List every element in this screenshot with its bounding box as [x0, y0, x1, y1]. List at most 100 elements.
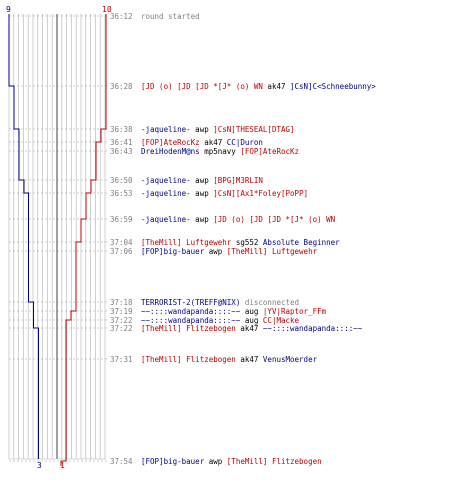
event-row: 36:12 round started [110, 12, 200, 21]
event-message-part: ~~::::wandapanda::::~~ [141, 307, 241, 316]
event-message-part: [FOP]big-bauer [141, 247, 205, 256]
event-message-part: ~~::::wandapanda::::~~ [141, 316, 241, 325]
blue-team-step-line [8, 14, 39, 459]
event-message: [FOP]AteRocKz ak47 CC|Duron [141, 138, 263, 147]
event-row: 36:53 -jaqueline- awp ]CsN][Ax1*Foley[PoP… [110, 189, 308, 198]
event-row: 36:59 -jaqueline- awp [JD (o) [JD [JD *[J… [110, 215, 335, 224]
event-time: 36:50 [110, 176, 133, 185]
event-message: [FOP]big-bauer awp [TheMill] Luftgewehr [141, 247, 318, 256]
event-time: 36:53 [110, 189, 133, 198]
event-message-part: -jaqueline- [141, 125, 191, 134]
event-message-part: awp [191, 215, 214, 224]
event-message-part: CC|Duron [227, 138, 263, 147]
event-message-part: mp5navy [200, 147, 241, 156]
event-message-part: awp [191, 125, 214, 134]
event-message-part: [TheMill] Luftgewehr [227, 247, 318, 256]
event-time: 37:04 [110, 238, 133, 247]
event-time: 36:28 [110, 82, 133, 91]
event-message-part: ~~::::wandapanda::::~~ [263, 324, 363, 333]
team-step-lines [8, 14, 107, 466]
event-row: 37:06 [FOP]big-bauer awp [TheMill] Luftge… [110, 247, 318, 256]
event-row: 36:41 [FOP]AteRocKz ak47 CC|Duron [110, 138, 263, 147]
blue-team-end-count: 3 [37, 461, 42, 470]
event-message: [TheMill] Flitzebogen ak47 ~~::::wandapa… [141, 324, 363, 333]
event-message-part: [TheMill] Flitzebogen [141, 324, 236, 333]
event-time: 37:22 [110, 316, 133, 325]
event-row: 36:28 [JD (o) [JD [JD *[J* (o) WN ak47 ]C… [110, 82, 376, 91]
event-message: round started [141, 12, 200, 21]
event-message-part: -jaqueline- [141, 176, 191, 185]
event-message: -jaqueline- awp [JD (o) [JD [JD *[J* (o)… [141, 215, 335, 224]
event-message-part: [JD (o) [JD [JD *[J* (o) WN [141, 82, 263, 91]
event-message: [TheMill] Luftgewehr sg552 Absolute Begi… [141, 238, 340, 247]
event-message-part: [FOP]AteRocKz [240, 147, 299, 156]
event-message: [FOP]big-bauer awp [TheMill] Flitzebogen [141, 457, 322, 466]
event-time: 36:38 [110, 125, 133, 134]
event-log: 36:12 round started 36:28 [JD (o) [JD [JD *… [110, 12, 376, 466]
event-message: -jaqueline- awp ]CsN][Ax1*Foley[PoPP] [141, 189, 308, 198]
event-time: 36:59 [110, 215, 133, 224]
event-message-part: -jaqueline- [141, 215, 191, 224]
event-message: DreiHodenM@ns mp5navy [FOP]AteRocKz [141, 147, 299, 156]
event-row: 37:18 TERRORIST-2(TREFF@NIX) disconnected [110, 298, 299, 307]
event-time: 37:22 [110, 324, 133, 333]
event-message-part: [TheMill] Flitzebogen [227, 457, 322, 466]
event-row: 36:38 -jaqueline- awp ]CsN]THESEAL[DTAG] [110, 125, 295, 134]
event-row: 37:19 ~~::::wandapanda::::~~ aug |YV|Rapt… [110, 307, 327, 316]
event-message-part: [FOP]AteRocKz [141, 138, 200, 147]
team-grid [8, 14, 106, 460]
event-message-part: ak47 [200, 138, 227, 147]
event-message-part: ak47 [236, 355, 263, 364]
event-time: 37:19 [110, 307, 133, 316]
event-time: 37:06 [110, 247, 133, 256]
event-message-part: DreiHodenM@ns [141, 147, 200, 156]
event-message-part: awp [204, 457, 227, 466]
event-time: 37:31 [110, 355, 133, 364]
event-row: 36:50 -jaqueline- awp [BPG]M3RLIN [110, 176, 263, 185]
red-team-start-count: 10 [102, 5, 112, 14]
event-message-part: Absolute Beginner [263, 238, 340, 247]
event-message-part: -jaqueline- [141, 189, 191, 198]
event-guide-lines [9, 15, 108, 462]
event-message-part: CC|Macke [263, 316, 300, 325]
event-message: ~~::::wandapanda::::~~ aug |YV|Raptor_FF… [141, 307, 327, 316]
blue-team-start-count: 9 [6, 5, 11, 14]
event-message: ~~::::wandapanda::::~~ aug CC|Macke [141, 316, 300, 325]
event-row: 37:22 [TheMill] Flitzebogen ak47 ~~::::wa… [110, 324, 363, 333]
event-message-part: |YV|Raptor_FFm [263, 307, 327, 316]
event-message-part: awp [204, 247, 227, 256]
event-message-part: [FOP]big-bauer [141, 457, 205, 466]
event-message-part: aug [240, 316, 263, 325]
event-row: 36:43 DreiHodenM@ns mp5navy [FOP]AteRocKz [110, 147, 299, 156]
event-message-part: awp [191, 176, 214, 185]
event-message-part: TERRORIST-2(TREFF@NIX) [141, 298, 240, 307]
event-row: 37:31 [TheMill] Flitzebogen ak47 VenusMoe… [110, 355, 318, 364]
event-message-part: ak47 [236, 324, 263, 333]
event-time: 36:43 [110, 147, 133, 156]
event-message: [TheMill] Flitzebogen ak47 VenusMoerder [141, 355, 318, 364]
event-row: 37:22 ~~::::wandapanda::::~~ aug CC|Macke [110, 316, 300, 325]
event-message-part: ]CsN][Ax1*Foley[PoPP] [213, 189, 308, 198]
event-time: 36:12 [110, 12, 133, 21]
red-team-end-count: 1 [60, 461, 65, 470]
event-message-part: disconnected [240, 298, 299, 307]
event-message-part: [TheMill] Flitzebogen [141, 355, 236, 364]
event-message: -jaqueline- awp ]CsN]THESEAL[DTAG] [141, 125, 295, 134]
event-message-part: [TheMill] Luftgewehr [141, 238, 232, 247]
event-row: 37:54 [FOP]big-bauer awp [TheMill] Flitze… [110, 457, 322, 466]
event-message: -jaqueline- awp [BPG]M3RLIN [141, 176, 263, 185]
event-message-part: round started [141, 12, 200, 21]
event-message-part: [JD (o) [JD [JD *[J* (o) WN [213, 215, 335, 224]
event-time: 36:41 [110, 138, 133, 147]
event-message-part: VenusMoerder [263, 355, 318, 364]
event-message-part: sg552 [231, 238, 263, 247]
event-message-part: [BPG]M3RLIN [213, 176, 263, 185]
event-message: [JD (o) [JD [JD *[J* (o) WN ak47 ]CsN]C<… [141, 82, 376, 91]
event-time: 37:54 [110, 457, 133, 466]
red-team-step-line [60, 14, 107, 466]
event-row: 37:04 [TheMill] Luftgewehr sg552 Absolute… [110, 238, 340, 247]
event-message: TERRORIST-2(TREFF@NIX) disconnected [141, 298, 299, 307]
event-message-part: ak47 [263, 82, 290, 91]
event-time: 37:18 [110, 298, 133, 307]
